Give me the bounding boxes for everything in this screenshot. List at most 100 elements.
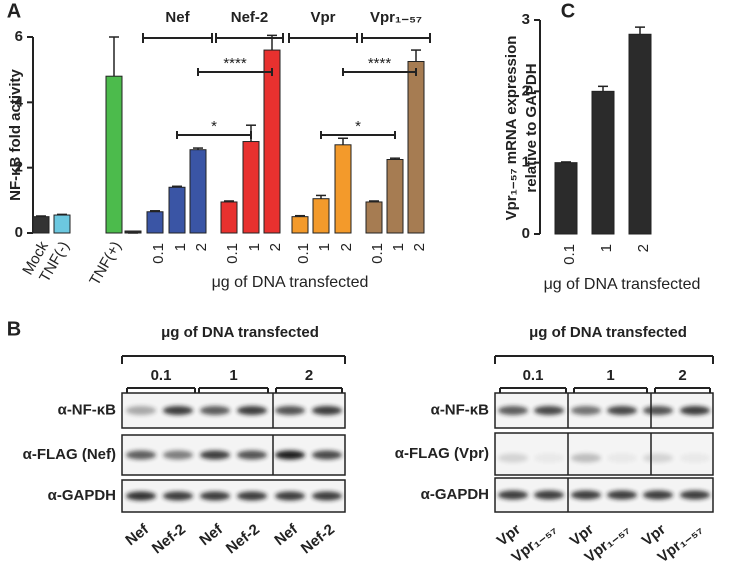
panel-label: C bbox=[561, 0, 575, 22]
band bbox=[571, 453, 601, 463]
band bbox=[680, 490, 710, 500]
group-label: Nef-2 bbox=[231, 9, 269, 26]
band bbox=[643, 453, 673, 463]
y-tick-label: 2 bbox=[522, 82, 530, 99]
error-bar bbox=[411, 49, 421, 62]
x-tick-label: 1 bbox=[390, 243, 407, 251]
lane-label: Nef bbox=[122, 520, 152, 549]
row-label: α-GAPDH bbox=[421, 486, 489, 503]
x-tick-label: 0.1 bbox=[295, 243, 312, 264]
bar bbox=[591, 90, 615, 235]
bar bbox=[628, 33, 652, 235]
band bbox=[680, 453, 710, 463]
y-tick-label: 6 bbox=[15, 28, 23, 45]
significance-label: * bbox=[355, 118, 361, 135]
band bbox=[163, 450, 193, 460]
bar bbox=[365, 201, 383, 234]
band bbox=[643, 406, 673, 415]
x-tick-label: 0.1 bbox=[561, 244, 578, 265]
band bbox=[163, 406, 193, 415]
blot-strip bbox=[121, 434, 346, 476]
y-tick-label: 3 bbox=[522, 11, 530, 28]
band bbox=[498, 453, 528, 463]
band bbox=[607, 490, 637, 500]
y-tick-label: 0 bbox=[15, 224, 23, 241]
panel-label: A bbox=[7, 0, 21, 22]
lane-label: Nef-2 bbox=[149, 521, 189, 557]
band bbox=[312, 450, 342, 460]
group-label: Vpr₁₋₅₇ bbox=[370, 9, 422, 26]
x-axis-label: μg of DNA transfected bbox=[544, 276, 701, 293]
dose-label: 0.1 bbox=[151, 367, 172, 384]
band bbox=[275, 406, 305, 415]
band bbox=[237, 491, 267, 501]
x-tick-label: 0.1 bbox=[150, 243, 167, 264]
band bbox=[534, 406, 564, 415]
blot-strip bbox=[121, 479, 346, 513]
band bbox=[643, 490, 673, 500]
band bbox=[126, 491, 156, 501]
band bbox=[237, 450, 267, 460]
panel-label: B bbox=[7, 318, 21, 340]
band bbox=[498, 406, 528, 415]
band bbox=[571, 490, 601, 500]
y-axis-label: Vpr₁₋₅₇ mRNA expression bbox=[503, 36, 520, 221]
band bbox=[312, 491, 342, 501]
bar bbox=[168, 186, 186, 234]
band bbox=[498, 490, 528, 500]
lane-label: Nef-2 bbox=[223, 521, 263, 557]
x-tick-label: 1 bbox=[172, 243, 189, 251]
x-tick-label: 2 bbox=[267, 243, 284, 251]
error-bar bbox=[193, 147, 203, 150]
bar bbox=[407, 61, 425, 234]
band bbox=[200, 450, 230, 460]
band bbox=[163, 491, 193, 501]
x-tick-label: 1 bbox=[246, 243, 263, 251]
blot-title: μg of DNA transfected bbox=[529, 324, 687, 341]
band bbox=[607, 406, 637, 415]
band bbox=[534, 490, 564, 500]
dose-label: 2 bbox=[678, 367, 686, 384]
x-tick-label: TNF(+) bbox=[86, 238, 125, 288]
error-bar bbox=[109, 36, 119, 77]
dose-label: 0.1 bbox=[523, 367, 544, 384]
bar bbox=[312, 198, 330, 234]
error-bar bbox=[369, 200, 379, 202]
blot-strip bbox=[494, 477, 714, 513]
bar bbox=[263, 49, 281, 234]
band bbox=[200, 406, 230, 415]
error-bar bbox=[635, 26, 645, 35]
bar bbox=[220, 201, 238, 234]
significance-label: * bbox=[211, 118, 217, 135]
band bbox=[607, 453, 637, 463]
bar bbox=[242, 141, 260, 234]
band bbox=[680, 406, 710, 415]
bar bbox=[554, 162, 578, 235]
lane-label: Nef bbox=[196, 520, 226, 549]
bar bbox=[291, 216, 309, 234]
error-bar bbox=[338, 137, 348, 145]
x-tick-label: 0.1 bbox=[224, 243, 241, 264]
band bbox=[534, 453, 564, 463]
row-label: α-GAPDH bbox=[48, 487, 116, 504]
error-bar bbox=[224, 200, 234, 202]
blot-title: μg of DNA transfected bbox=[161, 324, 319, 341]
band bbox=[126, 406, 156, 415]
error-bar bbox=[390, 157, 400, 160]
error-bar bbox=[316, 194, 326, 199]
row-label: α-FLAG (Nef) bbox=[23, 446, 116, 463]
band bbox=[126, 450, 156, 460]
y-tick-label: 4 bbox=[15, 93, 24, 110]
x-axis-label: μg of DNA transfected bbox=[212, 274, 369, 291]
band bbox=[312, 406, 342, 415]
significance-label: **** bbox=[223, 55, 247, 72]
group-label: Vpr bbox=[310, 9, 335, 26]
bar bbox=[53, 214, 71, 234]
lane-label: Nef bbox=[271, 520, 301, 549]
bar bbox=[189, 149, 207, 234]
x-tick-label: 1 bbox=[316, 243, 333, 251]
bar bbox=[32, 216, 50, 234]
y-tick-label: 2 bbox=[15, 159, 23, 176]
band bbox=[571, 406, 601, 415]
lane-label: Nef-2 bbox=[298, 521, 338, 557]
